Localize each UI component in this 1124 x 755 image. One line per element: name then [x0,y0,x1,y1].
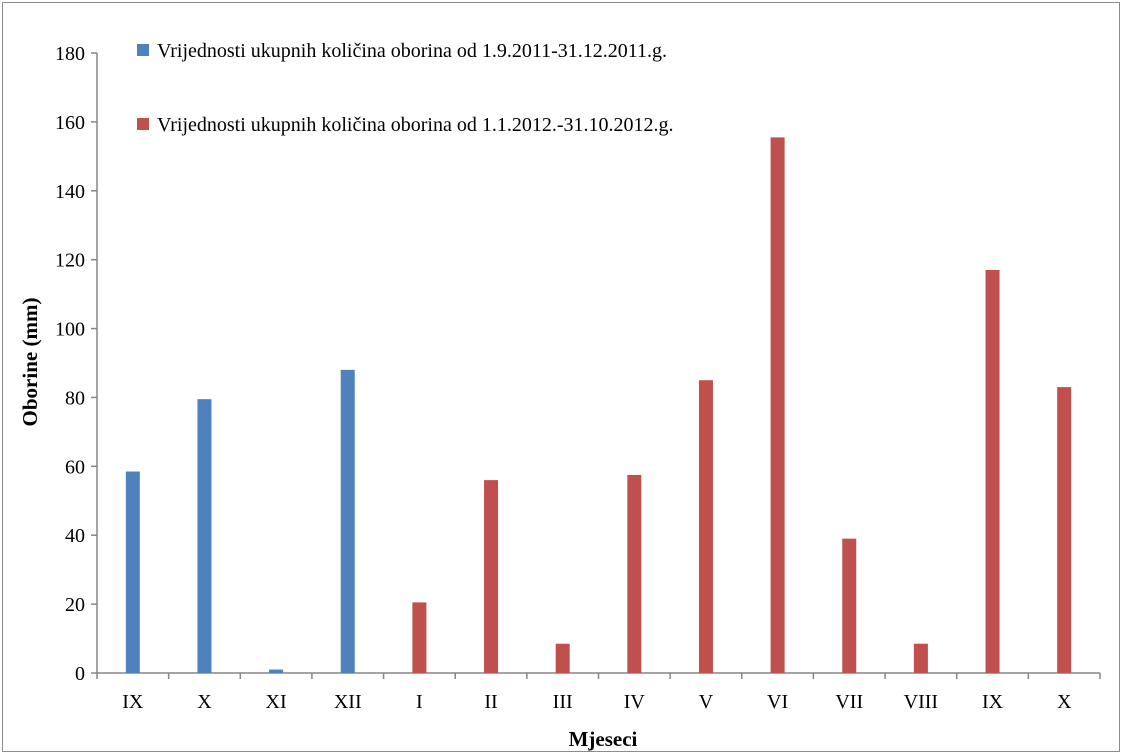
x-tick-label: VI [767,691,788,713]
y-tick-label: 140 [55,181,85,203]
y-tick-label: 60 [65,456,85,478]
x-tick-label: XII [334,691,362,713]
x-tick-label: IX [122,691,144,713]
x-tick-label: VIII [904,691,938,713]
y-tick-label: 80 [65,387,85,409]
y-tick-label: 0 [75,663,85,685]
y-ticks: 0 20 40 60 80 100 120 140 160 180 [55,43,97,685]
legend: Vrijednosti ukupnih količina oborina od … [137,40,674,136]
y-axis-title: Oborine (mm) [18,298,42,427]
x-tick-label: X [197,691,212,713]
legend-label-series-2: Vrijednosti ukupnih količina oborina od … [157,114,674,136]
y-tick-label: 40 [65,525,85,547]
bar-series-1 [269,669,284,673]
bar-series-2 [985,270,1000,673]
legend-label-series-1: Vrijednosti ukupnih količina oborina od … [157,40,667,62]
bar-series-2 [555,643,570,673]
y-tick-label: 180 [55,43,85,65]
bar-series-2 [1057,387,1072,673]
x-tick-label: X [1057,691,1072,713]
bar-series-2 [770,137,785,673]
legend-swatch-series-1 [137,44,149,56]
x-axis-title: Mjeseci [569,727,638,751]
x-tick-label: V [699,691,714,713]
bar-series-2 [842,538,857,673]
x-tick-label: XI [266,691,287,713]
bar-series-1 [340,369,355,673]
y-tick-label: 120 [55,250,85,272]
bars [125,137,1072,673]
legend-swatch-series-2 [137,118,149,130]
x-tick-label: III [553,691,573,713]
chart-axes [96,53,1100,674]
bar-series-2 [627,474,642,673]
x-tick-label: II [484,691,497,713]
x-tick-label: IX [982,691,1004,713]
x-tick-label: I [416,691,423,713]
x-tick-label: VII [835,691,863,713]
bar-series-1 [197,399,212,673]
x-ticks: IX X XI XII I II III IV V VI VII VIII IX X [96,673,1101,713]
y-tick-label: 160 [55,112,85,134]
bar-series-2 [698,380,713,673]
x-tick-label: IV [624,691,646,713]
y-tick-label: 100 [55,319,85,341]
bar-series-2 [484,480,499,673]
y-tick-label: 20 [65,594,85,616]
bar-series-2 [412,602,427,673]
bar-series-2 [913,643,928,673]
bar-series-1 [125,471,140,673]
